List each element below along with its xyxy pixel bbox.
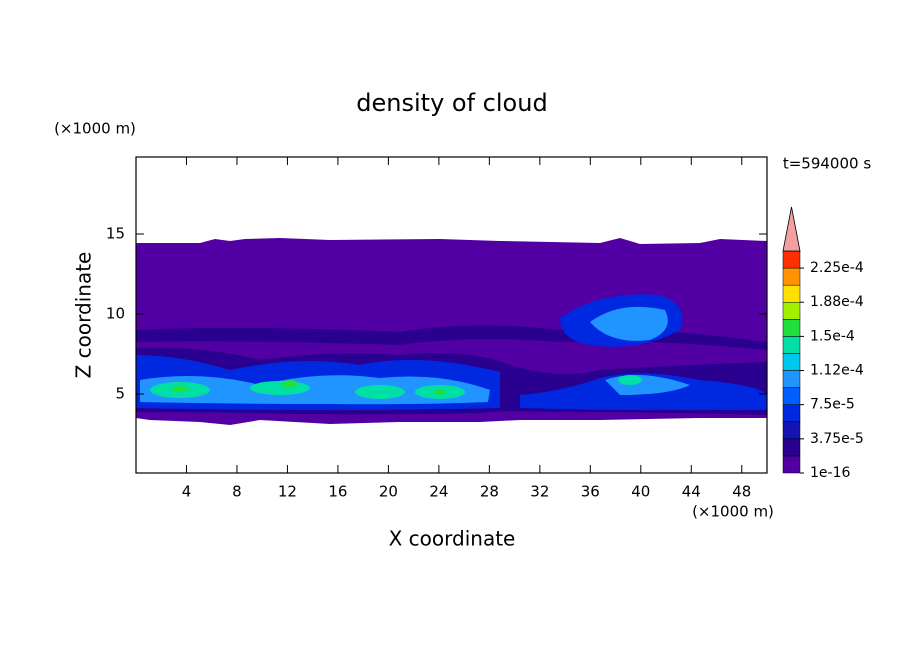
colorbar-band <box>782 250 801 269</box>
colorbar-tick-label: 3.75e-5 <box>810 431 864 447</box>
x-tick-label: 12 <box>278 483 297 501</box>
y-tick-label: 15 <box>106 225 125 243</box>
colorbar-tick-label: 2.25e-4 <box>810 260 864 276</box>
y-axis-label: Z coordinate <box>72 252 96 379</box>
colorbar-band <box>782 404 801 423</box>
y-tick-label: 5 <box>115 385 125 403</box>
x-tick-label: 36 <box>581 483 600 501</box>
x-tick-label: 16 <box>328 483 347 501</box>
colorbar-tick-label: 1.12e-4 <box>810 363 864 379</box>
colorbar-band <box>782 353 801 371</box>
x-axis-label: X coordinate <box>389 527 516 551</box>
time-annotation: t=594000 s <box>783 155 871 173</box>
colorbar-band <box>782 455 801 474</box>
colorbar-band <box>782 421 801 440</box>
x-tick-label: 32 <box>530 483 549 501</box>
colorbar-extend <box>782 206 801 252</box>
x-tick-label: 24 <box>429 483 448 501</box>
x-tick-label: 28 <box>480 483 499 501</box>
x-tick-label: 48 <box>732 483 751 501</box>
y-tick-label: 10 <box>106 305 125 323</box>
colorbar-band <box>782 370 801 388</box>
plot-frame <box>135 156 768 474</box>
x-tick-label: 8 <box>232 483 242 501</box>
colorbar-band <box>782 387 801 405</box>
x-tick-label: 44 <box>682 483 701 501</box>
y-unit: (×1000 m) <box>54 120 136 138</box>
x-tick-label: 20 <box>379 483 398 501</box>
colorbar-band <box>782 267 801 286</box>
colorbar-band <box>782 284 801 303</box>
x-unit: (×1000 m) <box>692 503 774 521</box>
contour-field <box>136 238 767 425</box>
colorbar-tick-label: 1.5e-4 <box>810 328 855 344</box>
x-tick-label: 40 <box>631 483 650 501</box>
colorbar-band <box>782 336 801 354</box>
colorbar-band <box>782 319 801 337</box>
colorbar-tick-label: 1.88e-4 <box>810 294 864 310</box>
colorbar-tick-label: 7.5e-5 <box>810 397 855 413</box>
colorbar-tick-label: 1e-16 <box>810 465 850 481</box>
colorbar-band <box>782 438 801 457</box>
colorbar-band <box>782 301 801 320</box>
x-tick-label: 4 <box>182 483 192 501</box>
chart-title: density of cloud <box>356 89 547 117</box>
